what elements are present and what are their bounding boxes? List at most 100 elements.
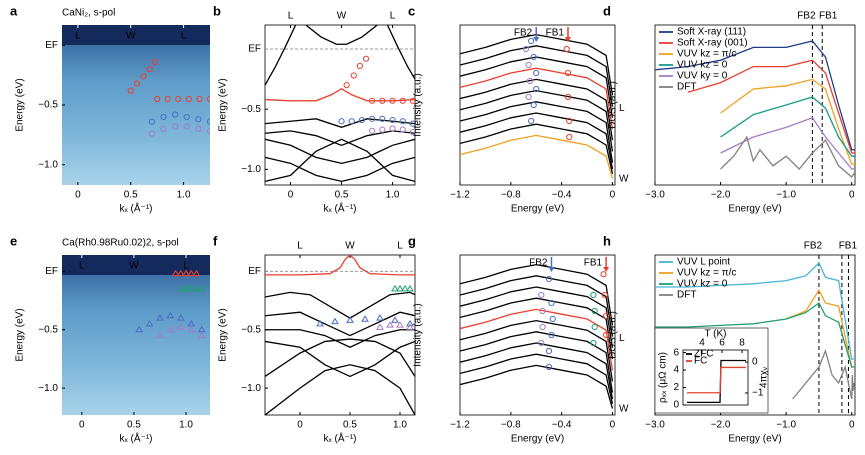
series-line xyxy=(460,286,614,348)
marker xyxy=(369,127,376,134)
marker xyxy=(156,314,164,321)
marker xyxy=(545,347,553,355)
top-tick-label: L xyxy=(79,261,85,272)
series-line xyxy=(386,25,415,80)
marker xyxy=(176,284,185,292)
panel: g −1.2 −0.8 −0.4 0 FB2 FB1 L W Energy (eV) Intensi… xyxy=(408,233,629,444)
marker xyxy=(539,323,546,331)
marker xyxy=(338,118,345,125)
series-line xyxy=(460,45,614,107)
x-tick-label: 0.5 xyxy=(335,190,349,201)
plot-frame xyxy=(654,24,856,186)
plot-frame xyxy=(682,349,749,406)
y-tick-label: −1.0 xyxy=(38,383,58,394)
marker xyxy=(176,314,185,321)
marker xyxy=(362,55,370,62)
x-tick-label: 1.0 xyxy=(393,420,407,431)
marker xyxy=(206,95,210,103)
marker xyxy=(401,284,409,292)
panel-title: CaNi₂, s-pol xyxy=(62,8,115,19)
marker xyxy=(591,323,598,331)
x-axis-label: Energy (eV) xyxy=(728,434,781,445)
marker xyxy=(182,284,190,292)
x-tick-label: 1.0 xyxy=(179,420,193,431)
series-line xyxy=(655,40,855,151)
legend-label: ZFC xyxy=(694,349,713,360)
marker xyxy=(386,321,394,328)
panel-label: f xyxy=(213,233,218,248)
y-tick-label: −1.0 xyxy=(241,383,261,394)
marker xyxy=(331,317,339,325)
marker xyxy=(389,125,396,132)
series-line xyxy=(460,33,614,96)
panel-label: h xyxy=(603,233,611,248)
marker xyxy=(406,323,414,330)
series-line xyxy=(460,112,614,170)
x-tick-label: −2.0 xyxy=(711,190,731,201)
marker xyxy=(160,125,167,132)
marker xyxy=(176,323,185,330)
x-axis-label: kₓ (Å⁻¹) xyxy=(324,202,357,215)
series-line xyxy=(720,135,855,178)
x-tick-label: 0.5 xyxy=(343,420,357,431)
legend-label: FC xyxy=(694,356,707,367)
marker xyxy=(127,87,134,94)
y-tick-label: EF xyxy=(45,40,58,51)
marker xyxy=(133,80,141,87)
marker xyxy=(206,128,210,135)
y-tick-label: EF xyxy=(45,266,58,277)
legend-label: VUV kz = 0 xyxy=(677,60,728,71)
vline-label: FB1 xyxy=(839,241,858,252)
series-line xyxy=(265,138,415,183)
marker xyxy=(376,314,384,321)
marker xyxy=(522,45,530,53)
y-axis-label: Intensity (a.u.) xyxy=(413,303,424,366)
marker xyxy=(361,315,369,322)
marker xyxy=(164,95,171,103)
top-tick-label: L xyxy=(75,31,81,42)
series-line xyxy=(460,319,614,382)
marker xyxy=(148,118,155,125)
top-tick-label: L xyxy=(397,241,403,252)
y-tick-label: 2 xyxy=(673,382,679,393)
arpes-band xyxy=(62,25,210,45)
marker xyxy=(399,97,406,104)
marker xyxy=(379,126,386,133)
marker xyxy=(348,118,355,125)
marker xyxy=(603,331,610,339)
y-tick-label: EF xyxy=(248,266,261,277)
side-label: W xyxy=(619,174,629,185)
plot-area xyxy=(265,25,415,183)
marker xyxy=(409,97,415,104)
y-axis-label: Energy (eV) xyxy=(15,78,26,131)
series-line xyxy=(687,366,746,394)
x-tick-label: −2.0 xyxy=(711,420,731,431)
y2-axis-label: 4πχᵥ xyxy=(759,366,770,388)
marker xyxy=(343,82,350,89)
plot-area xyxy=(460,263,614,409)
y-tick-label: 6 xyxy=(673,347,679,358)
y-tick-label: −1.0 xyxy=(38,159,58,170)
marker xyxy=(525,93,532,101)
x-axis-label: T (K) xyxy=(704,329,726,340)
plot-area xyxy=(687,359,746,404)
marker xyxy=(601,291,608,299)
marker xyxy=(564,93,572,101)
marker xyxy=(591,307,598,315)
top-tick-label: W xyxy=(126,31,136,42)
panel: f 0 0.5 1.0 EF −0.5 −1.0 L W Lkₓ (Å⁻¹) Energy (eV) xyxy=(213,233,416,445)
series-line xyxy=(720,96,855,157)
marker xyxy=(564,69,572,77)
series-line xyxy=(460,89,614,152)
marker xyxy=(530,101,537,109)
series-line xyxy=(265,364,415,415)
x-tick-label: 0 xyxy=(288,190,294,201)
top-tick-label: W xyxy=(129,261,139,272)
marker xyxy=(406,284,414,292)
vline-label: FB1 xyxy=(819,11,838,22)
marker xyxy=(603,312,610,319)
arrow-head xyxy=(564,37,571,42)
marker xyxy=(154,95,161,103)
series-line xyxy=(265,338,415,378)
marker xyxy=(183,123,190,130)
